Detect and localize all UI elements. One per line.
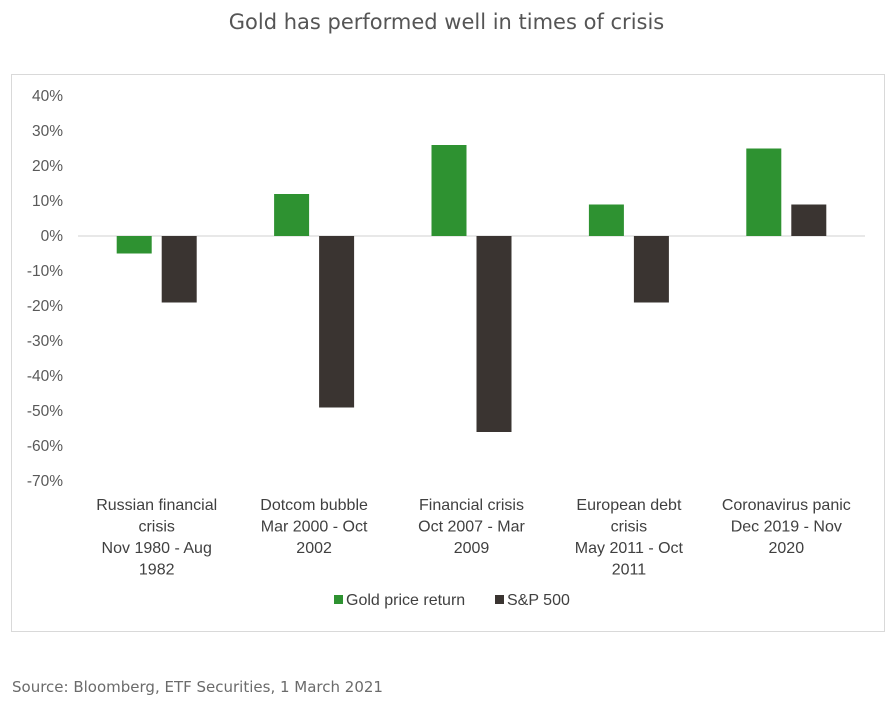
legend-sp500-label: S&P 500	[507, 592, 570, 609]
legend-sp500-swatch	[495, 595, 504, 604]
y-tick-label: -10%	[27, 263, 63, 280]
x-category-label: May 2011 - Oct	[575, 540, 684, 557]
bar-sp500	[791, 204, 827, 236]
source-note: Source: Bloomberg, ETF Securities, 1 Mar…	[12, 678, 383, 696]
y-tick-label: -50%	[27, 403, 63, 420]
x-category-label: Financial crisis	[419, 497, 524, 514]
x-category-label: Coronavirus panic	[722, 497, 851, 514]
y-tick-label: -20%	[27, 298, 63, 315]
y-tick-label: -30%	[27, 333, 63, 350]
x-category-label: 2009	[454, 540, 490, 557]
bar-sp500	[633, 236, 669, 303]
bar-sp500	[476, 236, 512, 432]
legend-gold-swatch	[334, 595, 343, 604]
y-tick-label: 0%	[41, 228, 64, 245]
y-tick-label: 40%	[32, 88, 63, 105]
x-category-label: Dotcom bubble	[260, 497, 368, 514]
x-category-label: European debt	[576, 497, 682, 514]
bar-gold-price-return	[116, 236, 152, 254]
x-category-label: Mar 2000 - Oct	[261, 519, 368, 536]
y-tick-label: -70%	[27, 473, 63, 490]
x-category-label: crisis	[611, 519, 647, 536]
x-category-label: 2002	[296, 540, 332, 557]
bar-gold-price-return	[588, 204, 624, 236]
x-category-label: Dec 2019 - Nov	[731, 519, 842, 536]
y-tick-label: -40%	[27, 368, 63, 385]
bar-gold-price-return	[746, 148, 782, 236]
y-tick-label: 10%	[32, 193, 63, 210]
legend-gold-label: Gold price return	[346, 592, 465, 609]
x-category-label: Nov 1980 - Aug	[102, 540, 212, 557]
x-category-label: Oct 2007 - Mar	[418, 519, 525, 536]
bar-gold-price-return	[274, 194, 310, 236]
y-tick-label: 30%	[32, 123, 63, 140]
y-tick-label: 20%	[32, 158, 63, 175]
bar-sp500	[161, 236, 197, 303]
x-category-label: 2020	[769, 540, 805, 557]
chart-title: Gold has performed well in times of cris…	[228, 10, 665, 34]
x-category-label: 1982	[139, 562, 175, 579]
bar-gold-price-return	[431, 145, 467, 236]
y-tick-label: -60%	[27, 438, 63, 455]
x-category-label: crisis	[138, 519, 174, 536]
x-category-label: 2011	[612, 562, 647, 579]
x-category-label: Russian financial	[96, 497, 217, 514]
bar-sp500	[319, 236, 355, 408]
